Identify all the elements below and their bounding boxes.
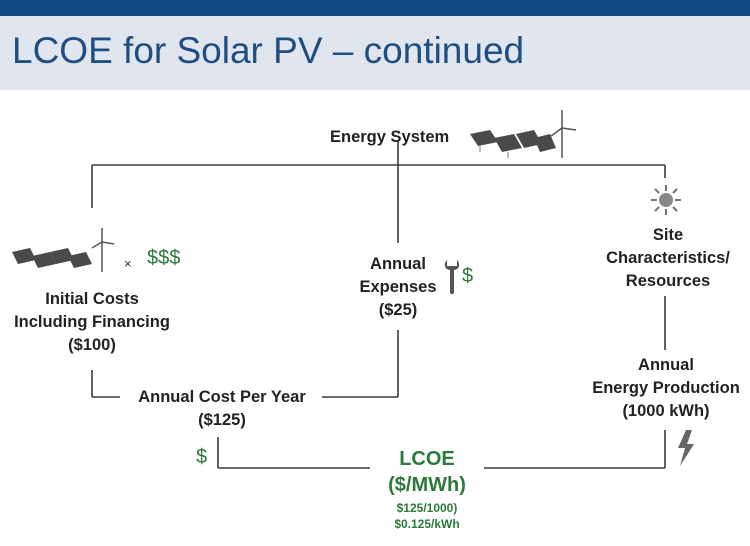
energy-production-line-1: Annual	[638, 356, 694, 374]
money-symbol: $$$	[147, 247, 181, 269]
energy-production-label: Annual Energy Production (1000 kWh)	[582, 354, 750, 423]
slide-title: LCOE for Solar PV – continued	[12, 30, 525, 71]
annual-expenses-line-3: ($25)	[378, 301, 418, 319]
initial-costs-line-3: ($100)	[68, 336, 116, 354]
energy-production-line-2: Energy Production	[592, 379, 740, 397]
solar-panel-icon	[12, 248, 92, 268]
annual-cost-label: Annual Cost Per Year ($125)	[122, 386, 322, 432]
initial-costs-label: Initial Costs Including Financing ($100)	[6, 288, 178, 357]
energy-system-label: Energy System	[330, 128, 450, 146]
annual-cost-line-1: Annual Cost Per Year	[138, 388, 306, 406]
title-header	[0, 16, 750, 90]
annual-cost-line-2: ($125)	[198, 411, 246, 429]
lcoe-calc-line-2: $0.125/kWh	[394, 517, 460, 531]
lcoe-line-2: ($/MWh)	[388, 474, 466, 496]
cost-dollar: $	[196, 446, 208, 468]
initial-costs-line-2: Including Financing	[14, 313, 170, 331]
site-line-2: Characteristics/	[606, 249, 730, 267]
lightning-bolt-icon	[678, 430, 694, 466]
expenses-dollar: $	[462, 265, 474, 287]
wind-turbine-icon	[91, 228, 115, 272]
annual-expenses-line-2: Expenses	[359, 278, 437, 296]
multiplier-sign: ×	[124, 256, 132, 271]
site-characteristics-label: Site Characteristics/ Resources	[588, 224, 748, 293]
top-accent-bar	[0, 0, 750, 16]
site-line-3: Resources	[625, 272, 711, 290]
site-line-1: Site	[652, 226, 684, 244]
lcoe-calc-line-1: $125/1000)	[396, 501, 458, 515]
lcoe-calculation: $125/1000) $0.125/kWh	[360, 500, 494, 532]
energy-production-line-3: (1000 kWh)	[622, 402, 710, 420]
wind-turbine-icon	[550, 110, 577, 158]
lcoe-label: LCOE ($/MWh)	[360, 446, 494, 498]
annual-expenses-label: Annual Expenses ($25)	[350, 253, 446, 322]
initial-costs-line-1: Initial Costs	[45, 290, 139, 308]
annual-expenses-line-1: Annual	[370, 255, 426, 273]
wrench-icon	[444, 260, 460, 295]
solar-panel-icon	[470, 130, 556, 158]
lcoe-line-1: LCOE	[399, 448, 455, 470]
sun-icon	[651, 185, 681, 215]
